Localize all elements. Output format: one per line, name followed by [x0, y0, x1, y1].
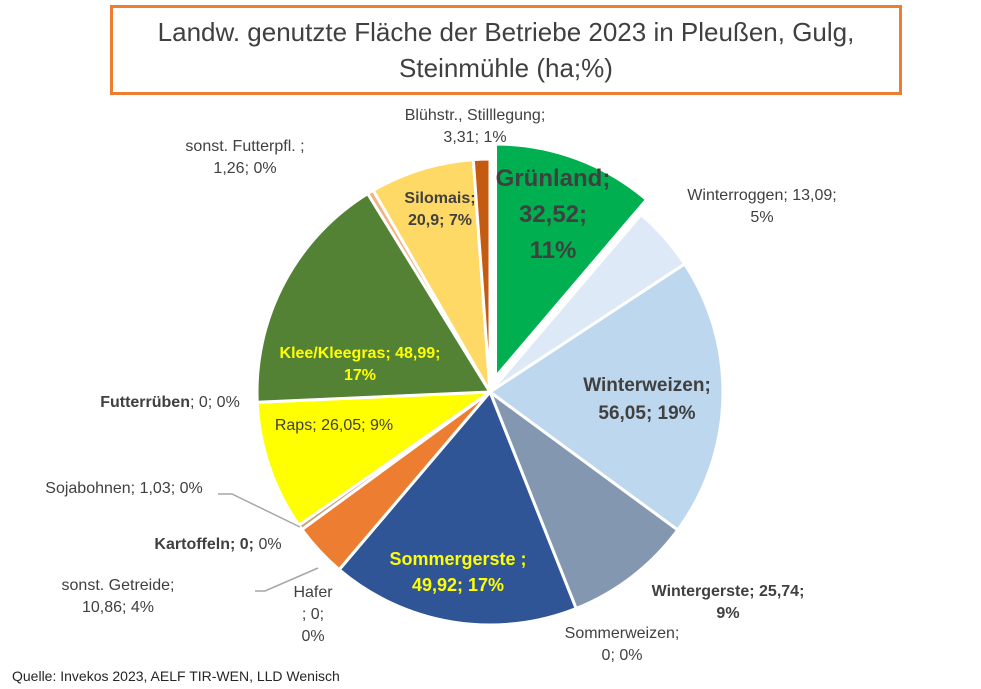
data-label: Grünland; 32,52; 11%: [496, 161, 611, 269]
data-label: Sojabohnen; 1,03; 0%: [45, 478, 202, 500]
pie-slice-grünland: [494, 142, 649, 382]
pie-slice-sommergerste: [337, 389, 579, 627]
data-label-text: Hafer ; 0; 0%: [293, 584, 333, 645]
data-label-text: Blühstr., Stilllegung; 3,31; 1%: [404, 107, 546, 146]
leader-line: [255, 567, 319, 592]
pie-slice-winterweizen: [487, 261, 725, 533]
data-label-bold: Silomais; 20,9; 7%: [404, 190, 476, 229]
data-label-text: sonst. Getreide; 10,86; 4%: [61, 577, 175, 616]
data-label: Hafer ; 0; 0%: [293, 582, 332, 648]
pie-slice-klee-kleegras: [255, 191, 493, 404]
data-label-text: Sojabohnen; 1,03; 0%: [45, 480, 203, 497]
data-label: Sommerweizen; 0; 0%: [565, 623, 680, 667]
data-label: sonst. Getreide; 10,86; 4%: [62, 575, 175, 619]
leader-line: [218, 493, 301, 528]
data-label: Klee/Kleegras; 48,99; 17%: [280, 343, 441, 387]
pie-slice-raps: [255, 390, 496, 528]
data-label-text: ; 0; 0%: [189, 394, 240, 411]
data-label: Wintergerste; 25,74; 9%: [652, 581, 805, 625]
data-label-bold: Kartoffeln; 0;: [154, 536, 254, 553]
data-label-text: Sommerweizen; 0; 0%: [564, 625, 680, 664]
data-label-bold: Futterrüben: [100, 394, 190, 411]
data-label-bold: Winterweizen; 56,05; 19%: [583, 375, 711, 424]
data-label-text: 0%: [253, 536, 282, 553]
data-label: Blühstr., Stilllegung; 3,31; 1%: [405, 105, 546, 149]
data-label-bold: Wintergerste; 25,74; 9%: [651, 583, 805, 622]
data-label-bold: Grünland; 32,52; 11%: [495, 165, 611, 264]
data-label: Winterroggen; 13,09; 5%: [687, 185, 836, 229]
pie-slice-blühstr-stilllegung: [471, 157, 492, 393]
data-label-bold: Klee/Kleegras; 48,99; 17%: [279, 345, 441, 384]
data-label: sonst. Futterpfl. ; 1,26; 0%: [185, 136, 304, 180]
data-label-text: Winterroggen; 13,09; 5%: [687, 187, 837, 226]
pie-slice-silomais: [371, 157, 492, 393]
data-label: Silomais; 20,9; 7%: [404, 188, 475, 232]
data-label-bold: Sommergerste ; 49,92; 17%: [389, 549, 527, 595]
data-label: Raps; 26,05; 9%: [275, 415, 393, 437]
data-label-text: Raps; 26,05; 9%: [274, 417, 394, 434]
data-label: Kartoffeln; 0; 0%: [154, 534, 281, 556]
chart-title: Landw. genutzte Fläche der Betriebe 2023…: [110, 5, 902, 95]
source-note: Quelle: Invekos 2023, AELF TIR-WEN, LLD …: [12, 668, 340, 684]
data-label-text: sonst. Futterpfl. ; 1,26; 0%: [185, 138, 305, 177]
pie-slice-wintergerste: [486, 387, 680, 611]
data-label: Sommergerste ; 49,92; 17%: [389, 546, 526, 598]
data-label: Futterrüben; 0; 0%: [100, 392, 240, 414]
data-label: Winterweizen; 56,05; 19%: [583, 372, 711, 428]
